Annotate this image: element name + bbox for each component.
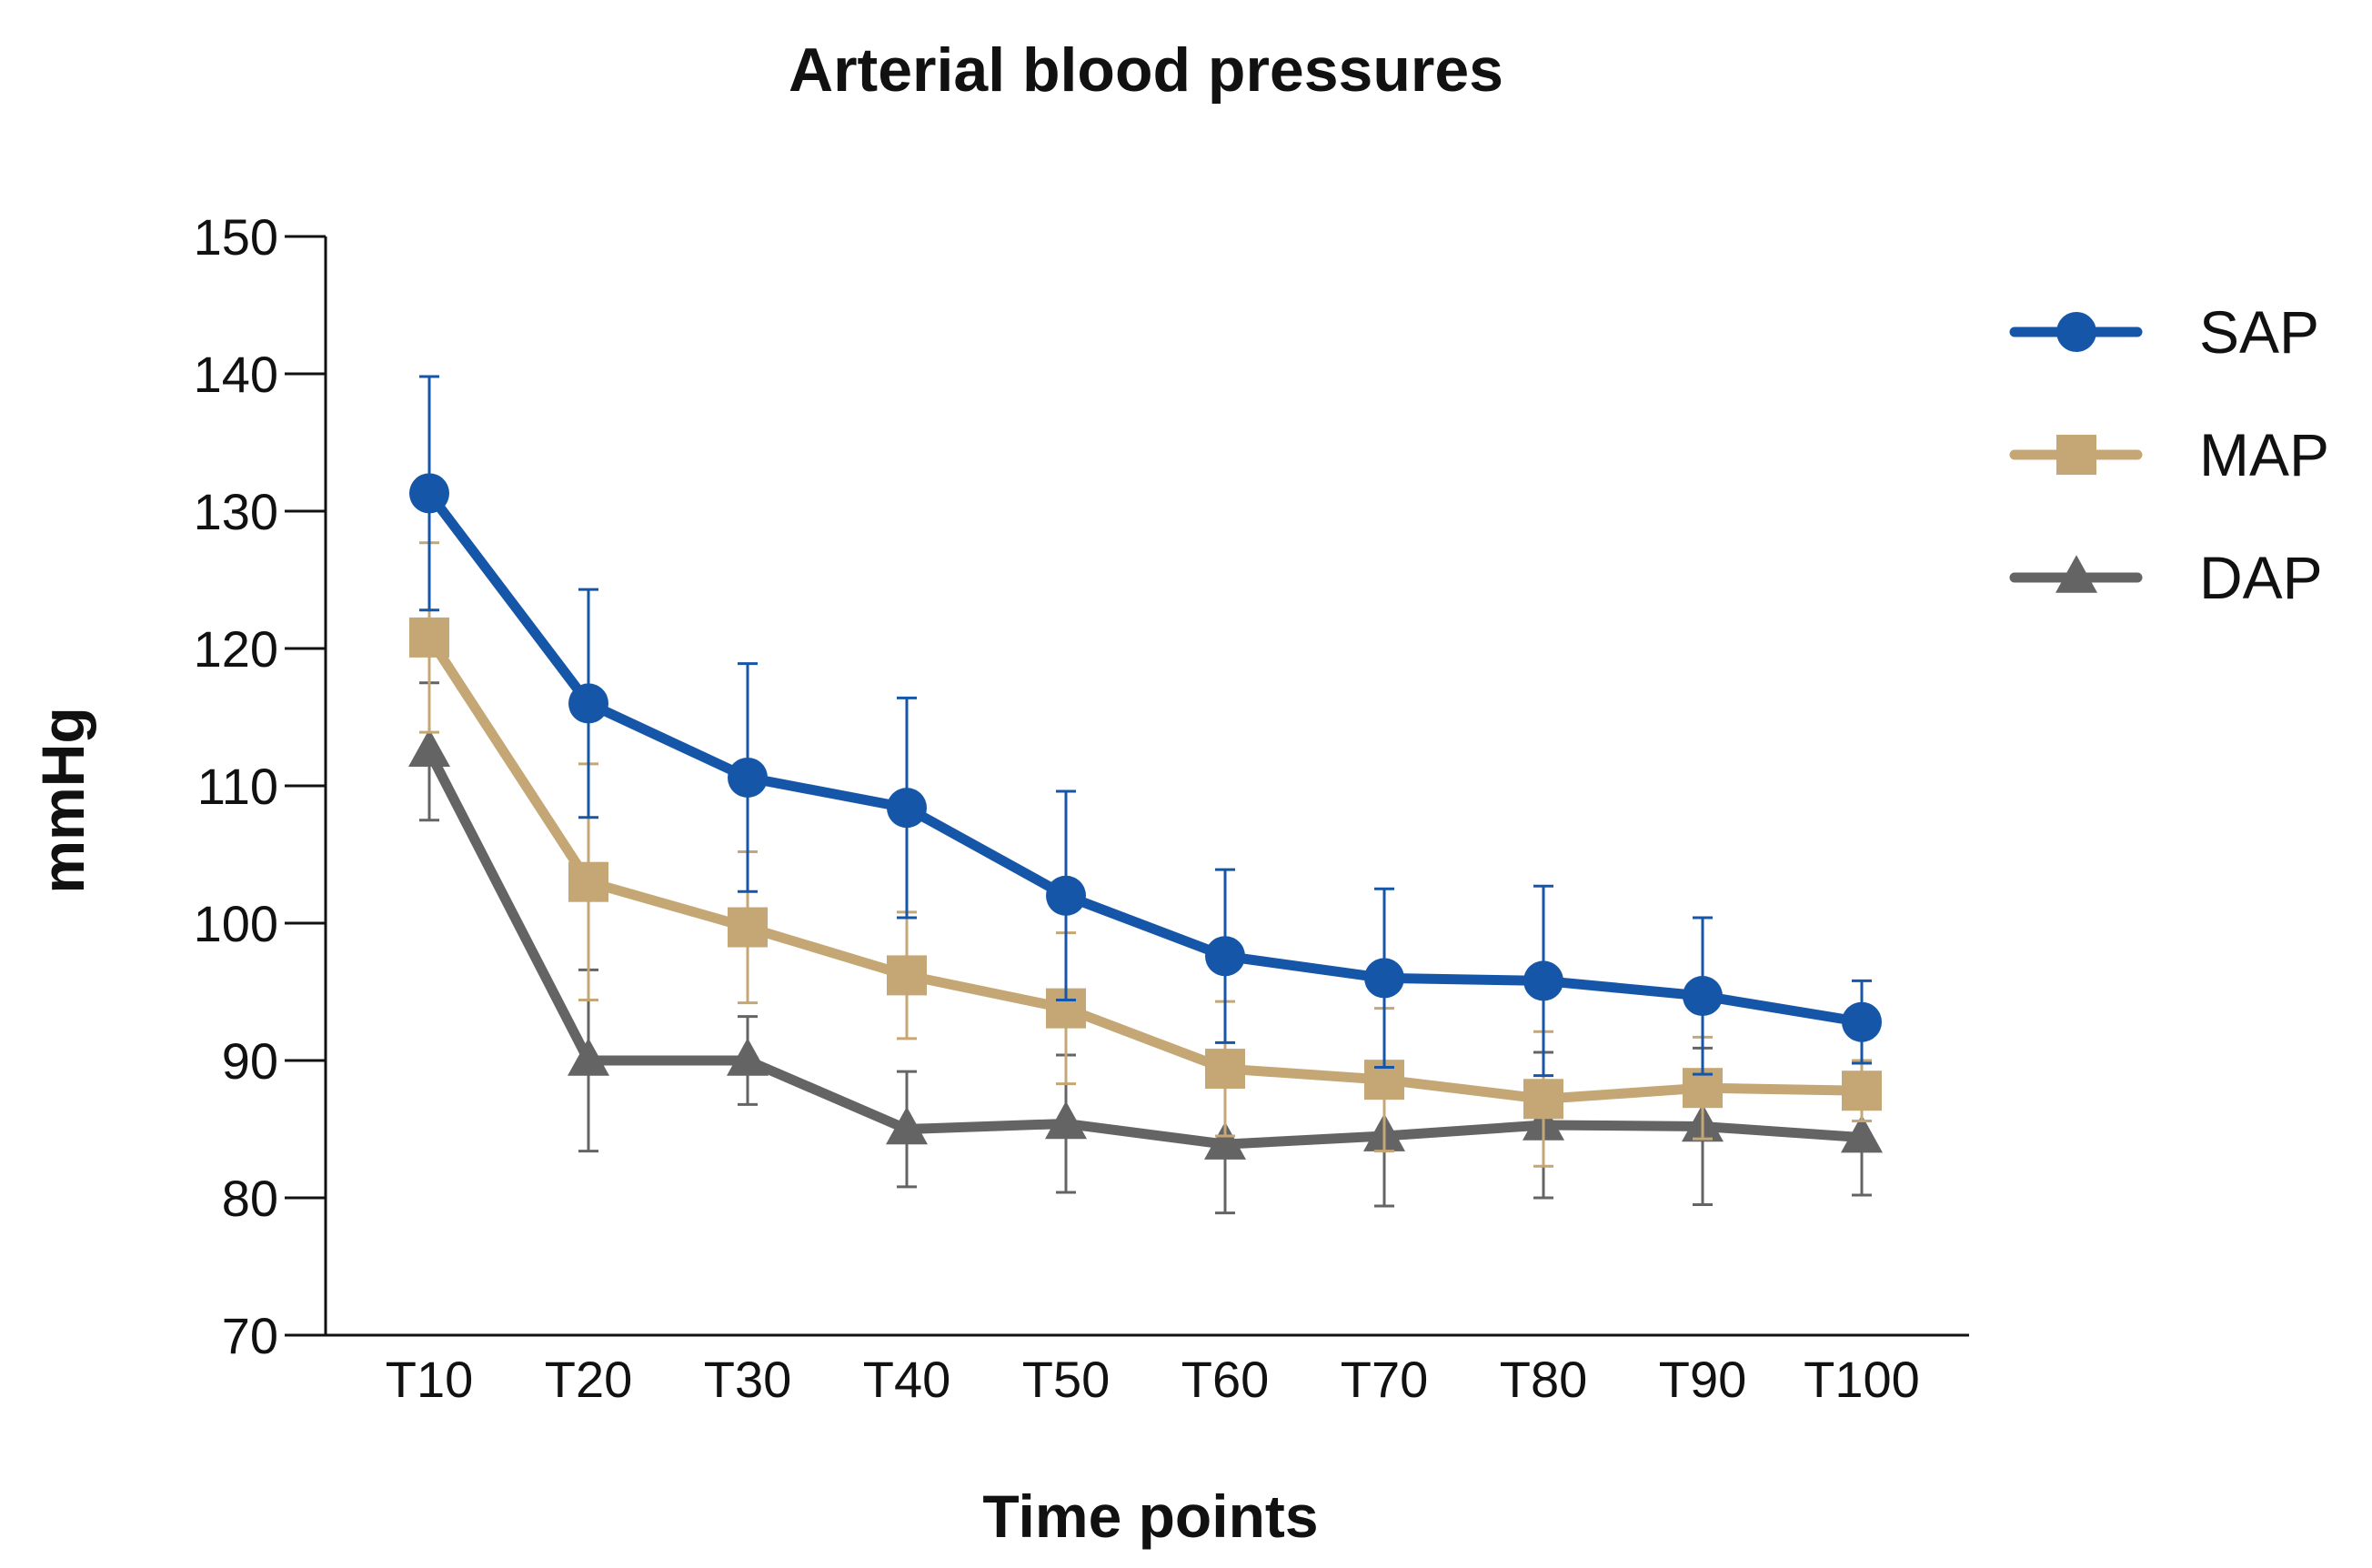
series-layer bbox=[408, 375, 1883, 1215]
y-tick-label: 110 bbox=[197, 758, 278, 815]
dap-point bbox=[1045, 1101, 1087, 1140]
sap-point bbox=[568, 683, 608, 724]
map-line bbox=[424, 632, 1867, 1104]
y-tick-label: 80 bbox=[222, 1170, 278, 1227]
y-tick-label: 130 bbox=[194, 483, 278, 540]
x-tick-label: T40 bbox=[863, 1351, 951, 1408]
x-tick-label: T10 bbox=[386, 1351, 474, 1408]
x-tick-label: T20 bbox=[545, 1351, 633, 1408]
sap-point bbox=[409, 473, 449, 514]
y-tick-label: 150 bbox=[194, 208, 278, 266]
y-tick-label: 100 bbox=[194, 895, 278, 952]
map-point bbox=[1523, 1079, 1563, 1120]
y-tick-label: 70 bbox=[222, 1307, 278, 1364]
series-dap bbox=[408, 681, 1883, 1215]
map-point bbox=[1205, 1049, 1245, 1090]
map-point bbox=[887, 955, 927, 996]
legend-item-map: MAP bbox=[2009, 421, 2329, 488]
x-tick-label: T90 bbox=[1659, 1351, 1747, 1408]
legend: SAP MAP DAP bbox=[2009, 298, 2329, 611]
y-tick-label: 90 bbox=[222, 1032, 278, 1090]
sap-point bbox=[1364, 958, 1404, 999]
sap-point bbox=[728, 757, 768, 798]
x-tick-label: T30 bbox=[704, 1351, 792, 1408]
dap-point bbox=[727, 1038, 769, 1076]
y-tick-label: 120 bbox=[194, 620, 278, 678]
dap-point bbox=[408, 729, 450, 768]
legend-label: DAP bbox=[2199, 544, 2323, 611]
series-sap bbox=[409, 375, 1882, 1078]
sap-point bbox=[1205, 936, 1245, 977]
x-tick-label: T70 bbox=[1341, 1351, 1429, 1408]
y-tick-label: 140 bbox=[194, 346, 278, 403]
x-tick-label: T80 bbox=[1500, 1351, 1588, 1408]
dap-point bbox=[1204, 1121, 1246, 1160]
map-point bbox=[568, 861, 608, 902]
series-map bbox=[409, 541, 1882, 1168]
dap-point bbox=[568, 1038, 609, 1076]
map-point bbox=[1842, 1070, 1882, 1111]
y-axis-label: mmHg bbox=[29, 707, 96, 893]
sap-point bbox=[1523, 960, 1563, 1001]
legend-label: MAP bbox=[2199, 421, 2329, 488]
sap-point bbox=[1046, 875, 1086, 916]
map-point bbox=[728, 907, 768, 948]
x-tick-label: T60 bbox=[1181, 1351, 1270, 1408]
map-point bbox=[409, 617, 449, 658]
legend-item-sap: SAP bbox=[2009, 298, 2319, 366]
legend-item-dap: DAP bbox=[2009, 544, 2323, 611]
dap-point bbox=[886, 1106, 928, 1145]
chart-title: Arterial blood pressures bbox=[789, 35, 1503, 105]
x-tick-label: T100 bbox=[1804, 1351, 1920, 1408]
dap-point bbox=[1841, 1114, 1883, 1153]
sap-line bbox=[424, 487, 1867, 1028]
y-axis-ticks: 70 80 90 100 110 120 130 140 150 bbox=[194, 208, 326, 1364]
sap-point bbox=[1683, 976, 1723, 1017]
legend-label: SAP bbox=[2199, 298, 2319, 366]
sap-point bbox=[1842, 1001, 1882, 1042]
dap-line bbox=[424, 746, 1867, 1150]
x-axis-ticks: T10 T20 T30 T40 T50 T60 T70 T80 T90 T100 bbox=[386, 1351, 1920, 1408]
x-axis-label: Time points bbox=[982, 1483, 1318, 1550]
sap-point bbox=[887, 788, 927, 829]
legend-circle-icon bbox=[2056, 312, 2096, 352]
legend-square-icon bbox=[2056, 435, 2096, 475]
x-tick-label: T50 bbox=[1022, 1351, 1111, 1408]
legend-triangle-icon bbox=[2055, 555, 2097, 593]
